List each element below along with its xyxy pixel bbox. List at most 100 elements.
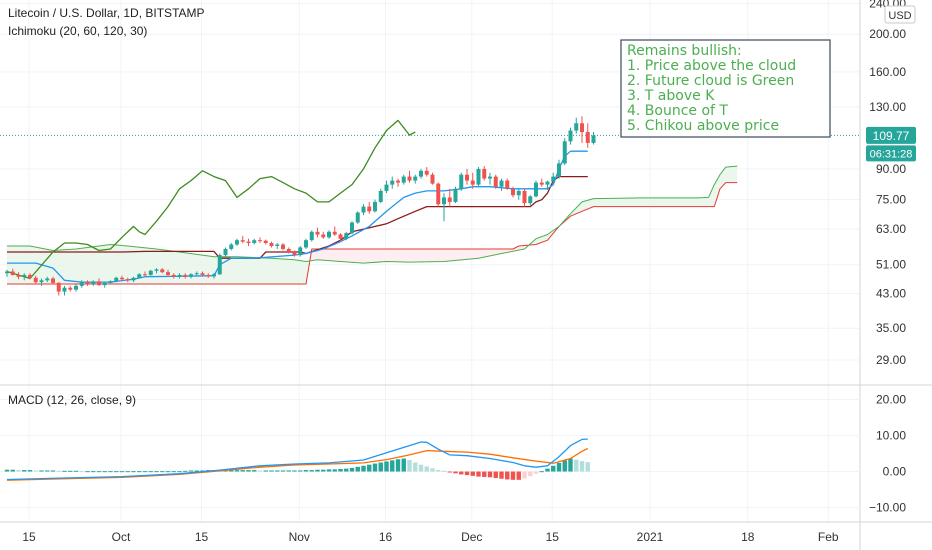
candle-body-down (160, 269, 165, 273)
macd-hist-bar-positive (436, 470, 441, 472)
time-tick-label: 18 (741, 530, 755, 544)
candlesticks (5, 116, 596, 296)
macd-hist-bar-positive (114, 471, 119, 473)
candle-body-up (114, 277, 119, 282)
macd-hist-bar-positive (200, 470, 205, 472)
candle-body-down (585, 132, 590, 143)
candle-body-up (148, 270, 153, 275)
price-axis[interactable]: 240.00 200.00 160.00 130.00 90.00 75.00 63.00 5… (869, 0, 906, 367)
candle-body-up (516, 190, 521, 196)
candle-body-up (223, 248, 228, 256)
candle-body-down (97, 281, 101, 286)
candle-body-down (338, 234, 343, 239)
candle-body-up (488, 176, 492, 179)
macd-tick-label: 0.00 (883, 465, 907, 479)
macd-hist-bar-positive (102, 471, 107, 473)
candle-body-up (534, 182, 538, 197)
candle-body-down (424, 170, 429, 175)
macd-hist-bar-positive (96, 471, 102, 473)
macd-hist-bar-positive (131, 471, 136, 473)
macd-hist-bar-positive (234, 470, 240, 472)
candle-body-down (183, 274, 188, 277)
price-tick-label: 75.00 (876, 193, 906, 207)
candle-body-up (154, 269, 159, 271)
macd-hist-bar-positive (309, 470, 314, 472)
candle-body-down (120, 277, 124, 280)
time-tick-label: 15 (22, 530, 36, 544)
cloud-green-segment (530, 166, 738, 245)
candle-body-down (522, 190, 527, 204)
macd-hist-bar-positive (395, 459, 401, 472)
macd-main-line (6, 438, 588, 481)
candle-body-up (390, 180, 395, 185)
annotation-note[interactable]: Remains bullish: 1. Price above the clou… (620, 39, 831, 138)
macd-hist-bar-negative (459, 471, 464, 475)
macd-hist-bar-negative (533, 471, 539, 474)
macd-hist-bar-positive (430, 468, 435, 472)
candle-body-up (361, 206, 366, 213)
macd-hist-bar-positive (22, 470, 27, 472)
price-tick-label: 160.00 (869, 65, 906, 79)
macd-axis[interactable]: 20.00 10.00 0.00 −10.00 (869, 392, 906, 514)
macd-hist-bar-negative (510, 471, 516, 480)
candle-body-up (568, 130, 573, 142)
candle-body-up (45, 278, 50, 281)
macd-hist-bar-positive (579, 461, 585, 472)
candle-body-up (177, 274, 182, 277)
macd-hist-bar-positive (562, 460, 567, 472)
macd-hist-bar-positive (355, 466, 360, 472)
macd-tick-label: 10.00 (876, 428, 906, 442)
candle-body-down (470, 180, 475, 185)
macd-tick-label: 20.00 (876, 392, 906, 406)
candle-body-down (258, 240, 262, 242)
currency-badge[interactable]: USD (884, 5, 916, 24)
candle-body-down (246, 241, 251, 244)
macd-hist-bar-positive (367, 464, 372, 472)
candle-body-down (315, 231, 320, 235)
macd-legend[interactable]: MACD (12, 26, close, 9) (8, 393, 136, 407)
macd-hist-bar-positive (188, 470, 194, 472)
candle-body-down (143, 274, 147, 276)
candle-body-down (580, 123, 584, 133)
cloud-green-segment (7, 244, 312, 284)
candle-body-up (275, 244, 280, 246)
symbol-title[interactable]: Litecoin / U.S. Dollar, 1D, BITSTAMP (8, 6, 205, 20)
macd-hist-bar-positive (551, 465, 556, 472)
candle-body-down (51, 278, 55, 283)
indicator-legend[interactable]: Ichimoku (20, 60, 120, 30) (8, 24, 147, 38)
macd-hist-bar-positive (137, 471, 142, 473)
candle-body-up (212, 274, 216, 277)
candle-body-up (373, 201, 377, 212)
macd-tick-label: −10.00 (869, 501, 906, 515)
macd-lines (6, 438, 589, 481)
price-tick-label: 130.00 (869, 100, 906, 114)
price-tick-label: 51.00 (876, 258, 906, 272)
candle-body-up (401, 176, 406, 183)
senkou-span-a-line (7, 165, 738, 264)
macd-hist-bar-positive (125, 471, 130, 473)
candle-body-up (189, 274, 193, 277)
candle-body-up (350, 222, 354, 234)
currency-badge-frame (884, 5, 916, 24)
macd-hist-bar-negative (476, 471, 481, 477)
bar-countdown: 06:31:28 (870, 148, 913, 160)
macd-hist-bar-negative (470, 471, 475, 476)
time-tick-label: Nov (289, 530, 310, 544)
candle-body-up (22, 274, 27, 277)
macd-hist-bar-positive (142, 471, 148, 473)
macd-hist-bar-positive (165, 471, 171, 473)
candle-body-up (453, 188, 458, 202)
macd-hist-bar-positive (384, 461, 389, 472)
candle-body-up (442, 197, 446, 205)
candle-body-up (327, 231, 331, 238)
candle-body-up (413, 176, 418, 181)
macd-hist-bar-positive (68, 470, 73, 472)
note-line-4: 4. Bounce of T (627, 103, 728, 119)
candle-body-down (482, 168, 487, 179)
time-tick-label: Feb (818, 530, 839, 544)
time-axis[interactable]: 15 Oct 15 Nov 16 Dec 15 2021 18 Feb (22, 530, 839, 544)
candle-body-down (206, 274, 211, 277)
macd-hist-bar-positive (257, 470, 263, 472)
candle-body-up (217, 255, 222, 275)
